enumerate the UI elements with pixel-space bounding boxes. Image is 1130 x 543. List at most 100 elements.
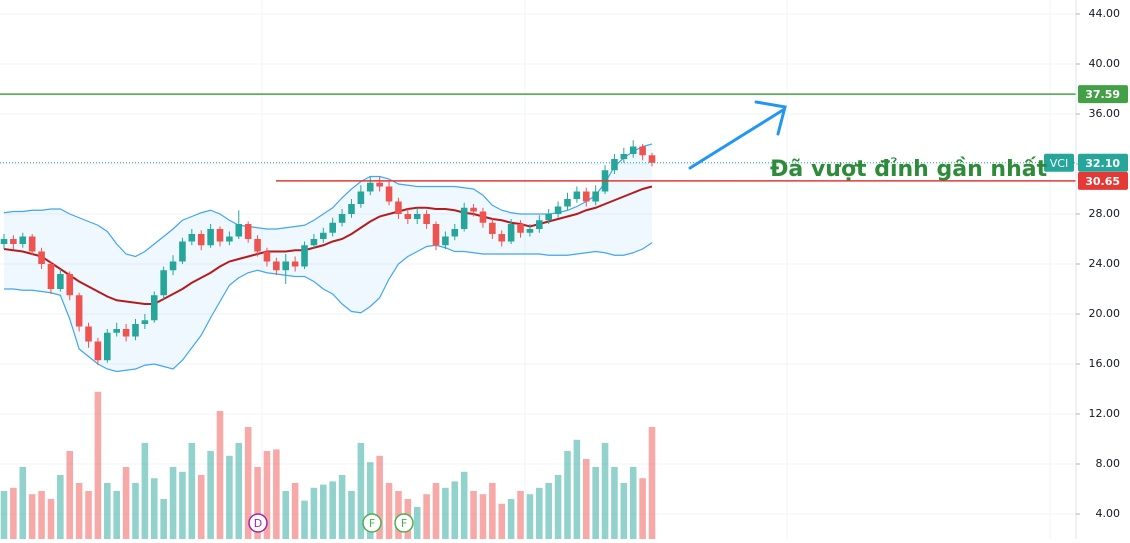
volume-bar — [442, 487, 449, 539]
volume-bar — [573, 439, 581, 539]
volume-bar — [507, 499, 515, 539]
candle-body — [66, 274, 74, 296]
vertical-grid — [261, 0, 1051, 539]
volume-bar — [104, 483, 111, 539]
candles — [0, 140, 656, 366]
candle-body — [57, 274, 64, 289]
arrow-shaft — [688, 108, 785, 170]
event-marker — [362, 513, 382, 533]
y-tick-label: 24.00 — [1089, 257, 1121, 270]
candle-body — [254, 239, 261, 252]
candle-body — [85, 326, 92, 342]
volume-bar — [28, 494, 36, 539]
volume-bar — [85, 491, 92, 539]
volume-bar — [601, 443, 609, 539]
volume-bar — [526, 494, 534, 539]
volume-bar — [132, 483, 139, 539]
candle-body — [376, 182, 383, 187]
price-axis: 4.008.0012.0016.0020.0024.0028.0032.0036… — [1044, 7, 1128, 520]
volume-bar — [226, 455, 233, 539]
volume-bar — [489, 483, 496, 539]
bollinger-lower-line — [4, 242, 653, 373]
candle-body — [282, 261, 290, 271]
volume-bar — [357, 443, 365, 539]
volume-bar — [366, 462, 374, 539]
event-marker — [248, 513, 268, 533]
candle-body — [273, 261, 280, 271]
candle-body — [517, 224, 524, 233]
candle-body — [132, 324, 139, 337]
candle-body — [545, 214, 552, 221]
candle-body — [122, 329, 130, 337]
candle-body — [75, 295, 83, 327]
level-label: 37.59 — [1085, 88, 1120, 101]
volume-pane — [0, 391, 656, 539]
candle-body — [348, 204, 355, 214]
volume-bar — [273, 449, 280, 539]
candle-body — [460, 207, 468, 229]
volume-bar — [320, 484, 327, 539]
volume-bar — [413, 507, 421, 539]
volume-bar — [629, 467, 637, 539]
volume-bar — [310, 487, 318, 539]
volume-bar — [536, 487, 543, 539]
symbol-label: VCI — [1050, 157, 1068, 170]
candle-body — [28, 236, 36, 252]
volume-bar — [66, 451, 74, 539]
volume-bar — [113, 491, 120, 539]
candle-body — [179, 241, 186, 262]
candle-body — [235, 224, 243, 237]
candle-body — [639, 146, 646, 156]
volume-bar — [592, 467, 599, 539]
volume-bar — [348, 491, 355, 539]
event-marker — [394, 513, 414, 533]
volume-bar — [498, 503, 506, 539]
candle-body — [423, 214, 430, 224]
candle-body — [113, 329, 120, 333]
volume-bar — [338, 475, 346, 539]
candle-body — [507, 224, 515, 242]
y-tick-label: 8.00 — [1096, 457, 1121, 470]
volume-bar — [648, 427, 656, 539]
candle-body — [489, 222, 496, 234]
candle-body — [526, 229, 534, 233]
volume-bar — [291, 483, 299, 539]
candle-body — [592, 191, 599, 202]
candle-body — [582, 191, 590, 202]
volume-bar — [582, 459, 590, 539]
candle-body — [141, 320, 149, 324]
volume-bar — [517, 491, 524, 539]
indicators — [3, 143, 653, 373]
candle-body — [432, 224, 440, 246]
volume-bar — [564, 451, 571, 539]
volume-bar — [329, 481, 336, 539]
levels — [0, 93, 1076, 182]
volume-bar — [545, 483, 552, 539]
volume-bar — [479, 494, 487, 539]
y-tick-label: 40.00 — [1089, 57, 1121, 70]
candle-body — [479, 211, 487, 223]
candle-body — [104, 332, 111, 361]
price-label: 32.10 — [1085, 157, 1120, 170]
volume-bar — [141, 443, 149, 539]
volume-bar — [254, 467, 261, 539]
volume-bar — [451, 481, 459, 539]
candle-body — [47, 264, 55, 289]
candle-body — [19, 236, 27, 244]
candle-body — [404, 214, 412, 219]
symbol-tag — [1044, 153, 1074, 172]
volume-bar — [244, 427, 252, 539]
volume-bar — [160, 499, 167, 539]
candle-body — [470, 207, 477, 212]
arrow — [688, 100, 787, 170]
candle-body — [216, 229, 224, 242]
candle-body — [244, 224, 252, 239]
candle-body — [611, 159, 618, 171]
event-markers: D F F — [248, 513, 414, 533]
candle-body — [366, 182, 374, 192]
volume-bar — [10, 487, 17, 539]
event-label: F — [369, 517, 375, 530]
volume-bar — [47, 499, 55, 539]
y-tick-label: 20.00 — [1089, 307, 1121, 320]
